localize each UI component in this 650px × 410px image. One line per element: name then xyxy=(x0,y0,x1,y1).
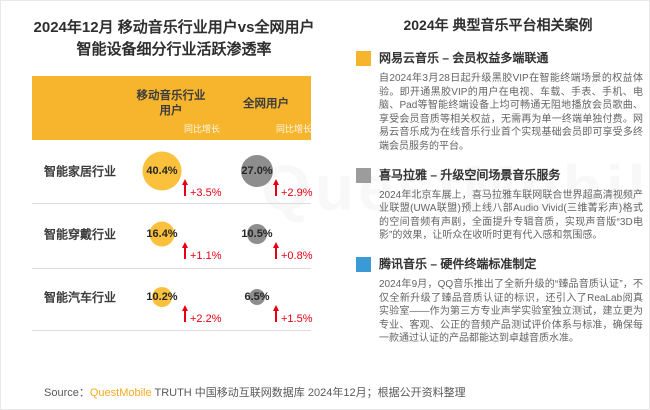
bubble-music-users xyxy=(142,151,182,191)
up-arrow-icon xyxy=(272,242,279,259)
growth-value: +0.8% xyxy=(281,250,313,262)
up-arrow-icon xyxy=(181,305,188,322)
chart-column-header-band: 移动音乐行业 用户 全网用户 同比增长 同比增长 xyxy=(32,76,313,140)
case-heading: 喜马拉雅 – 升级空间场景音乐服务 xyxy=(379,167,561,182)
up-arrow-icon xyxy=(272,305,279,322)
yoy-growth: +2.2% xyxy=(181,304,222,325)
case-section-ximalaya: 喜马拉雅 – 升级空间场景音乐服务 2024年北京车展上，喜马拉雅车联网联合世界… xyxy=(353,167,643,243)
column-header-music-users: 移动音乐行业 用户 xyxy=(136,90,206,117)
bubble-music-users xyxy=(149,221,175,247)
yoy-growth-label-music: 同比增长 xyxy=(184,124,221,134)
bubble-all-users xyxy=(247,224,267,244)
bullet-square-icon xyxy=(356,51,371,66)
row-divider xyxy=(32,203,311,204)
bubble-value: 6.5% xyxy=(244,291,270,303)
case-panel-title: 2024年 典型音乐平台相关案例 xyxy=(403,17,593,33)
growth-value: +1.1% xyxy=(190,250,222,262)
growth-value: +1.5% xyxy=(281,313,313,325)
yoy-growth: +2.9% xyxy=(272,178,313,199)
case-panel: 2024年 典型音乐平台相关案例 网易云音乐 – 会员权益多端联通 自2024年… xyxy=(353,15,643,359)
chart-title: 2024年12月 移动音乐行业用户vs全网用户 智能设备细分行业活跃渗透率 xyxy=(9,17,339,61)
bubble-value: 40.4% xyxy=(146,165,178,177)
bubble-value: 10.5% xyxy=(241,228,273,240)
bubble-music-users xyxy=(152,287,172,307)
chart-title-line1: 2024年12月 移动音乐行业用户vs全网用户 xyxy=(33,19,315,36)
growth-value: +2.2% xyxy=(190,313,222,325)
yoy-growth: +1.5% xyxy=(272,304,313,325)
bubble-all-users xyxy=(241,155,273,187)
source-line: Source：QuestMobile TRUTH 中国移动互联网数据库 2024… xyxy=(44,384,466,400)
row-label: 智能家居行业 xyxy=(44,164,117,179)
case-body: 2024年北京车展上，喜马拉雅车联网联合世界超高清视频产业联盟(UWA联盟)预上… xyxy=(379,189,643,242)
yoy-growth: +1.1% xyxy=(181,241,222,262)
up-arrow-icon xyxy=(181,179,188,196)
column-header-all-users: 全网用户 xyxy=(243,98,289,110)
chart-row-smart-wearable: 智能穿戴行业 16.4% +1.1% 10.5% +0.8% xyxy=(32,208,313,262)
source-rest: TRUTH 中国移动互联网数据库 2024年12月；根据公开资料整理 xyxy=(151,387,466,399)
case-heading: 腾讯音乐 – 硬件终端标准制定 xyxy=(379,256,537,271)
row-label: 智能穿戴行业 xyxy=(44,227,117,242)
chart-row-smart-home: 智能家居行业 40.4% +3.5% 27.0% +2.9% xyxy=(32,145,313,199)
case-body: 2024年9月，QQ音乐推出了全新升级的“臻品音质认证”，不仅全新升级了臻品音质… xyxy=(379,278,643,345)
source-prefix: Source： xyxy=(44,387,90,399)
chart-title-line2: 智能设备细分行业活跃渗透率 xyxy=(76,40,272,58)
bullet-square-icon xyxy=(356,256,371,272)
yoy-growth: +3.5% xyxy=(181,178,222,199)
source-brand: QuestMobile xyxy=(89,387,152,399)
bubble-value: 16.4% xyxy=(146,228,178,240)
bubble-value: 10.2% xyxy=(146,291,178,303)
growth-value: +2.9% xyxy=(281,187,313,199)
yoy-growth: +0.8% xyxy=(272,241,313,262)
case-section-netease: 网易云音乐 – 会员权益多端联通 自2024年3月28日起升级黑胶VIP在智能终… xyxy=(353,50,643,154)
yoy-growth-label-all: 同比增长 xyxy=(276,124,313,134)
up-arrow-icon xyxy=(272,179,279,196)
row-label: 智能汽车行业 xyxy=(44,290,117,305)
up-arrow-icon xyxy=(181,242,188,259)
row-divider xyxy=(32,268,311,269)
bullet-square-icon xyxy=(356,167,371,183)
case-section-tencent: 腾讯音乐 – 硬件终端标准制定 2024年9月，QQ音乐推出了全新升级的“臻品音… xyxy=(353,256,643,346)
case-body: 自2024年3月28日起升级黑胶VIP在智能终端场景的权益体验。即开通黑胶VIP… xyxy=(379,73,643,152)
bubble-all-users xyxy=(249,289,265,305)
growth-value: +3.5% xyxy=(190,187,222,199)
row-divider xyxy=(32,330,311,331)
case-heading: 网易云音乐 – 会员权益多端联通 xyxy=(379,51,549,65)
chart-row-smart-car: 智能汽车行业 10.2% +2.2% 6.5% +1.5% xyxy=(32,271,313,325)
bubble-value: 27.0% xyxy=(241,165,273,177)
